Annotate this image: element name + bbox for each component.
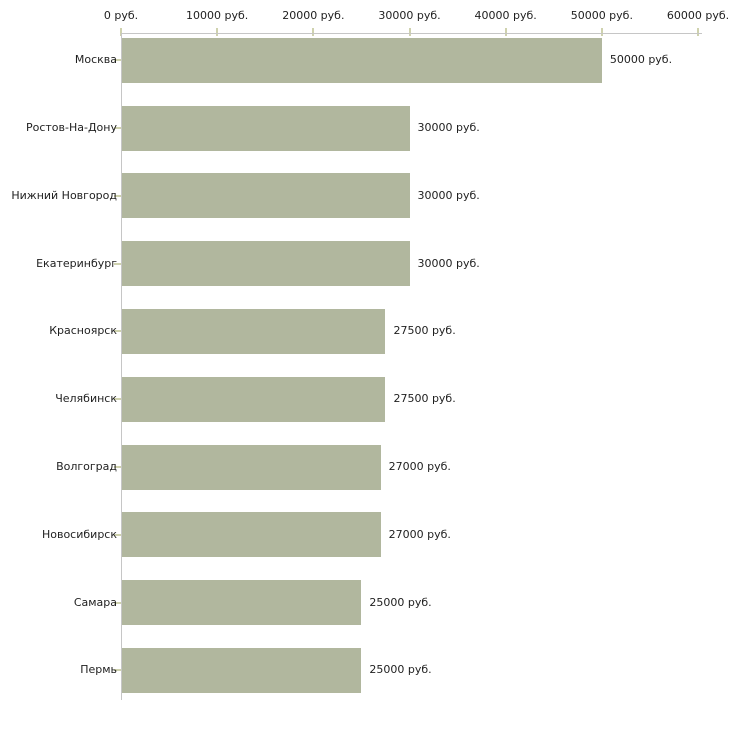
y-axis-tick-mark: [114, 669, 122, 672]
category-label: Красноярск: [49, 324, 117, 338]
bar-value-label: 27000 руб.: [388, 460, 451, 473]
y-axis-tick-mark: [114, 601, 122, 604]
x-axis-tick-mark: [216, 28, 219, 36]
x-axis-tick-label: 40000 руб.: [474, 9, 537, 22]
y-axis-tick-mark: [114, 262, 122, 265]
bar-value-label: 25000 руб.: [369, 595, 432, 609]
bar-7: [122, 444, 381, 490]
x-axis-tick-label: 20000 руб.: [282, 9, 345, 22]
bar-value-label: 27500 руб.: [393, 392, 456, 406]
x-axis-tick-mark: [600, 28, 603, 36]
bar-3: [122, 173, 410, 219]
category-label: Москва: [74, 53, 117, 67]
category-label: Екатеринбург: [36, 256, 117, 270]
category-label: Волгоград: [56, 460, 117, 473]
x-axis-tick-mark: [120, 28, 122, 36]
bar-8: [122, 512, 381, 558]
category-label: Челябинск: [55, 392, 117, 406]
bar-9: [122, 580, 362, 626]
y-axis-line: [121, 33, 122, 700]
bar-4: [122, 241, 410, 287]
x-axis-tick-mark: [408, 28, 411, 36]
category-label: Пермь: [80, 663, 117, 677]
category-label: Новосибирск: [41, 527, 117, 541]
bar-5: [122, 308, 386, 354]
bar-10: [122, 647, 362, 693]
category-label: Самара: [73, 595, 117, 609]
bar-value-label: 30000 руб.: [417, 121, 480, 134]
bar-value-label: 27500 руб.: [393, 324, 456, 338]
bar-1: [122, 37, 602, 83]
y-axis-tick-mark: [114, 194, 122, 197]
bar-value-label: 25000 руб.: [369, 663, 432, 677]
bar-6: [122, 376, 386, 422]
x-axis-tick-label: 10000 руб.: [186, 9, 249, 22]
x-axis-tick-mark: [312, 28, 315, 36]
x-axis-tick-label: 0 руб.: [103, 9, 139, 22]
y-axis-tick-mark: [114, 59, 122, 62]
x-axis-tick-mark: [504, 28, 507, 36]
y-axis-tick-mark: [114, 533, 122, 536]
x-axis-tick-label: 30000 руб.: [378, 9, 441, 22]
bar-2: [122, 105, 410, 151]
bar-value-label: 50000 руб.: [609, 53, 673, 67]
bar-value-label: 27000 руб.: [388, 527, 451, 541]
category-label: Ростов-На-Дону: [25, 121, 117, 134]
bar-value-label: 30000 руб.: [417, 256, 480, 270]
bar-value-label: 30000 руб.: [417, 188, 480, 202]
x-axis-tick-mark: [697, 28, 699, 36]
y-axis-tick-mark: [114, 398, 122, 401]
x-axis-tick-label: 60000 руб.: [666, 9, 730, 22]
y-axis-tick-mark: [114, 127, 122, 129]
category-label: Нижний Новгород: [11, 188, 117, 202]
y-axis-tick-mark: [114, 330, 122, 333]
y-axis-tick-mark: [114, 466, 122, 468]
x-axis-tick-label: 50000 руб.: [570, 9, 633, 22]
x-axis-line: [121, 33, 702, 34]
